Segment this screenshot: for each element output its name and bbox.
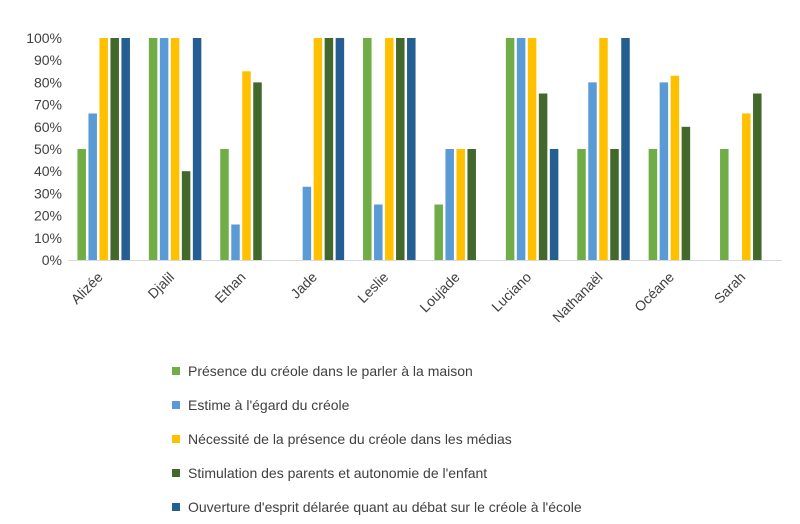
legend-label: Ouverture d'esprit délarée quant au déba… <box>188 499 582 515</box>
legend-label: Estime à l'égard du créole <box>188 397 350 413</box>
bar <box>527 38 537 260</box>
bar <box>753 93 762 260</box>
bar <box>445 149 454 260</box>
bar <box>231 224 240 260</box>
bar <box>610 149 619 260</box>
bar <box>159 38 169 260</box>
legend-item: Présence du créole dans le parler à la m… <box>172 354 582 388</box>
bar <box>374 204 383 260</box>
bar <box>253 82 262 261</box>
x-tick-label: Loujade <box>416 269 463 316</box>
bar <box>588 82 597 261</box>
bar <box>242 71 251 260</box>
y-tick-label: 100% <box>26 30 62 46</box>
bar <box>456 149 465 260</box>
legend-item: Estime à l'égard du créole <box>172 388 582 422</box>
y-tick-label: 60% <box>34 119 62 135</box>
y-tick-label: 20% <box>34 208 62 224</box>
bar <box>385 38 394 260</box>
bar <box>170 38 180 260</box>
y-tick-label: 10% <box>34 230 62 246</box>
bar <box>648 149 658 260</box>
bar <box>148 38 158 260</box>
bar <box>99 38 108 260</box>
legend: Présence du créole dans le parler à la m… <box>172 354 582 524</box>
x-tick-label: Leslie <box>354 269 391 306</box>
legend-swatch <box>172 401 180 409</box>
bar <box>516 38 526 260</box>
legend-swatch <box>172 435 180 443</box>
x-tick-label: Djalil <box>144 269 177 302</box>
bar <box>313 38 323 260</box>
bar <box>720 149 729 260</box>
bar <box>324 38 334 260</box>
bar <box>577 149 586 260</box>
legend-item: Ouverture d'esprit délarée quant au déba… <box>172 490 582 524</box>
x-tick-label: Nathanaël <box>549 269 605 325</box>
bar <box>121 38 130 260</box>
bar <box>538 93 548 260</box>
bar <box>681 126 691 260</box>
bar <box>742 113 751 260</box>
bar <box>363 38 372 260</box>
bar <box>110 38 119 260</box>
legend-swatch <box>172 469 180 477</box>
bar <box>549 149 559 260</box>
bar <box>192 38 202 260</box>
x-tick-label: Alizée <box>68 269 106 307</box>
x-tick-label: Océane <box>631 269 677 315</box>
legend-item: Stimulation des parents et autonomie de … <box>172 456 582 490</box>
bar <box>599 38 608 260</box>
bar <box>181 171 191 260</box>
y-tick-label: 80% <box>34 74 62 90</box>
bar <box>396 38 405 260</box>
y-tick-label: 0% <box>42 252 62 268</box>
y-tick-label: 70% <box>34 97 62 113</box>
bar <box>467 149 476 260</box>
y-tick-label: 50% <box>34 141 62 157</box>
bar-chart: 0% 10% 20% 30% 40% 50% 60% 70% 80% 90% 100% Alizée D… <box>26 30 782 325</box>
bar <box>302 186 312 260</box>
bar <box>220 149 229 260</box>
bar <box>434 204 443 260</box>
y-tick-label: 30% <box>34 185 62 201</box>
x-tick-label: Luciano <box>488 269 534 315</box>
bar <box>621 38 630 260</box>
x-tick-label: Ethan <box>211 269 248 306</box>
legend-label: Nécessité de la présence du créole dans … <box>188 431 512 447</box>
bar <box>670 75 680 261</box>
legend-swatch <box>172 367 180 375</box>
y-tick-label: 40% <box>34 163 62 179</box>
bar <box>77 149 86 260</box>
bar <box>659 82 669 261</box>
legend-item: Nécessité de la présence du créole dans … <box>172 422 582 456</box>
legend-label: Présence du créole dans le parler à la m… <box>188 363 473 379</box>
x-tick-label: Sarah <box>711 269 749 307</box>
legend-label: Stimulation des parents et autonomie de … <box>188 465 488 481</box>
bar <box>335 38 345 260</box>
x-tick-label: Jade <box>287 269 320 302</box>
legend-swatch <box>172 503 180 511</box>
bar <box>505 38 515 260</box>
y-tick-label: 90% <box>34 52 62 68</box>
bar <box>407 38 416 260</box>
bar <box>88 113 97 260</box>
